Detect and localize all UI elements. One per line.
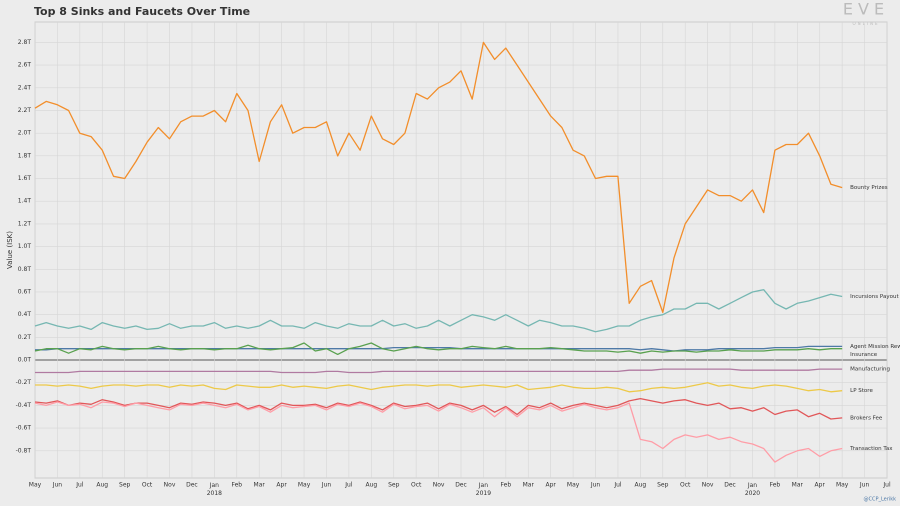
y-tick-label: 0.6T <box>18 288 32 295</box>
series-label: Insurance <box>850 352 878 358</box>
series-line <box>34 401 843 463</box>
x-tick-label: Aug <box>365 482 377 489</box>
y-axis-label: Value (ISK) <box>6 231 14 269</box>
x-tick-label: Oct <box>680 482 691 489</box>
x-tick-label: Nov <box>702 482 714 489</box>
x-tick-label: Aug <box>635 482 647 489</box>
x-tick-label: May <box>29 482 42 489</box>
x-tick-label: Jul <box>344 482 353 489</box>
series-label: Brokers Fee <box>850 415 883 421</box>
y-tick-label: 1.4T <box>18 198 32 205</box>
series-label: LP Store <box>850 388 873 394</box>
x-tick-label: Jul <box>882 482 891 489</box>
series-label: Incursions Payout <box>850 294 899 300</box>
x-tick-label: Jun <box>859 482 870 489</box>
y-tick-label: 0.8T <box>18 266 32 273</box>
x-tick-label: Jan 2020 <box>745 482 760 497</box>
series-label: Agent Mission Rewards <box>850 344 900 350</box>
y-tick-label: 2.6T <box>18 62 32 69</box>
series-line <box>34 342 843 356</box>
credit: @CCP_Lerikk <box>863 497 896 503</box>
x-tick-label-part: Jan <box>478 482 488 489</box>
x-tick-label: Jan 2019 <box>476 482 491 497</box>
series-line <box>34 289 843 333</box>
logo: EVE <box>843 0 889 19</box>
x-tick-label: Feb <box>770 482 781 489</box>
series-label: Bounty Prizes <box>850 185 888 191</box>
x-tick-label: Oct <box>411 482 422 489</box>
logo-sub: ONLINE <box>852 21 879 26</box>
y-tick-label: 2.2T <box>18 107 32 114</box>
y-tick-label: -0.2T <box>16 379 32 386</box>
x-tick-label: Sep <box>119 482 131 489</box>
x-tick-label: Apr <box>815 482 826 489</box>
x-tick-label: Nov <box>164 482 176 489</box>
x-tick-label: Jul <box>75 482 84 489</box>
x-tick-label: Apr <box>276 482 287 489</box>
x-tick-label: Mar <box>523 482 535 489</box>
x-tick-label: May <box>298 482 311 489</box>
x-tick-label: May <box>567 482 580 489</box>
y-tick-label: -0.6T <box>16 425 32 432</box>
y-tick-label: 2.4T <box>18 84 32 91</box>
x-tick-label: Dec <box>455 482 467 489</box>
x-tick-label-part: 2020 <box>745 490 760 497</box>
x-tick-label: Jan 2018 <box>207 482 222 497</box>
x-tick-label: Jun <box>590 482 601 489</box>
x-tick-label: Mar <box>792 482 804 489</box>
x-tick-label: Mar <box>254 482 266 489</box>
x-tick-label: Feb <box>501 482 512 489</box>
y-tick-label: 1.6T <box>18 175 32 182</box>
x-tick-label: May <box>836 482 849 489</box>
series-line <box>34 41 843 314</box>
y-tick-label: -0.4T <box>16 402 32 409</box>
x-tick-label: Dec <box>724 482 736 489</box>
series-label: Transaction Tax <box>849 446 893 452</box>
y-tick-label: 2.8T <box>18 39 32 46</box>
series-label: Manufacturing <box>850 367 890 373</box>
series-line <box>34 397 843 420</box>
x-tick-label-part: Jan <box>209 482 219 489</box>
x-tick-label: Jul <box>613 482 622 489</box>
x-tick-label-part: Jan <box>747 482 757 489</box>
x-tick-label: Feb <box>231 482 242 489</box>
y-tick-label: 1.0T <box>18 243 32 250</box>
x-tick-label: Jun <box>321 482 332 489</box>
y-tick-label: 1.2T <box>18 220 32 227</box>
series-line <box>35 368 843 374</box>
y-tick-label: 0.0T <box>18 357 32 364</box>
y-tick-label: 0.4T <box>18 311 32 318</box>
y-tick-label: 2.0T <box>18 130 32 137</box>
y-tick-label: -0.8T <box>16 447 32 454</box>
x-tick-label: Nov <box>433 482 445 489</box>
series-line <box>35 382 843 393</box>
x-tick-label-part: 2018 <box>207 490 222 497</box>
x-tick-label-part: 2019 <box>476 490 491 497</box>
x-tick-label: Sep <box>388 482 400 489</box>
x-tick-label: Aug <box>96 482 108 489</box>
y-tick-label: 1.8T <box>18 152 32 159</box>
x-tick-label: Apr <box>545 482 556 489</box>
x-tick-label: Sep <box>657 482 669 489</box>
x-tick-label: Jun <box>52 482 63 489</box>
y-tick-label: 0.2T <box>18 334 32 341</box>
x-tick-label: Oct <box>142 482 153 489</box>
chart-title: Top 8 Sinks and Faucets Over Time <box>34 5 250 18</box>
x-tick-label: Dec <box>186 482 198 489</box>
